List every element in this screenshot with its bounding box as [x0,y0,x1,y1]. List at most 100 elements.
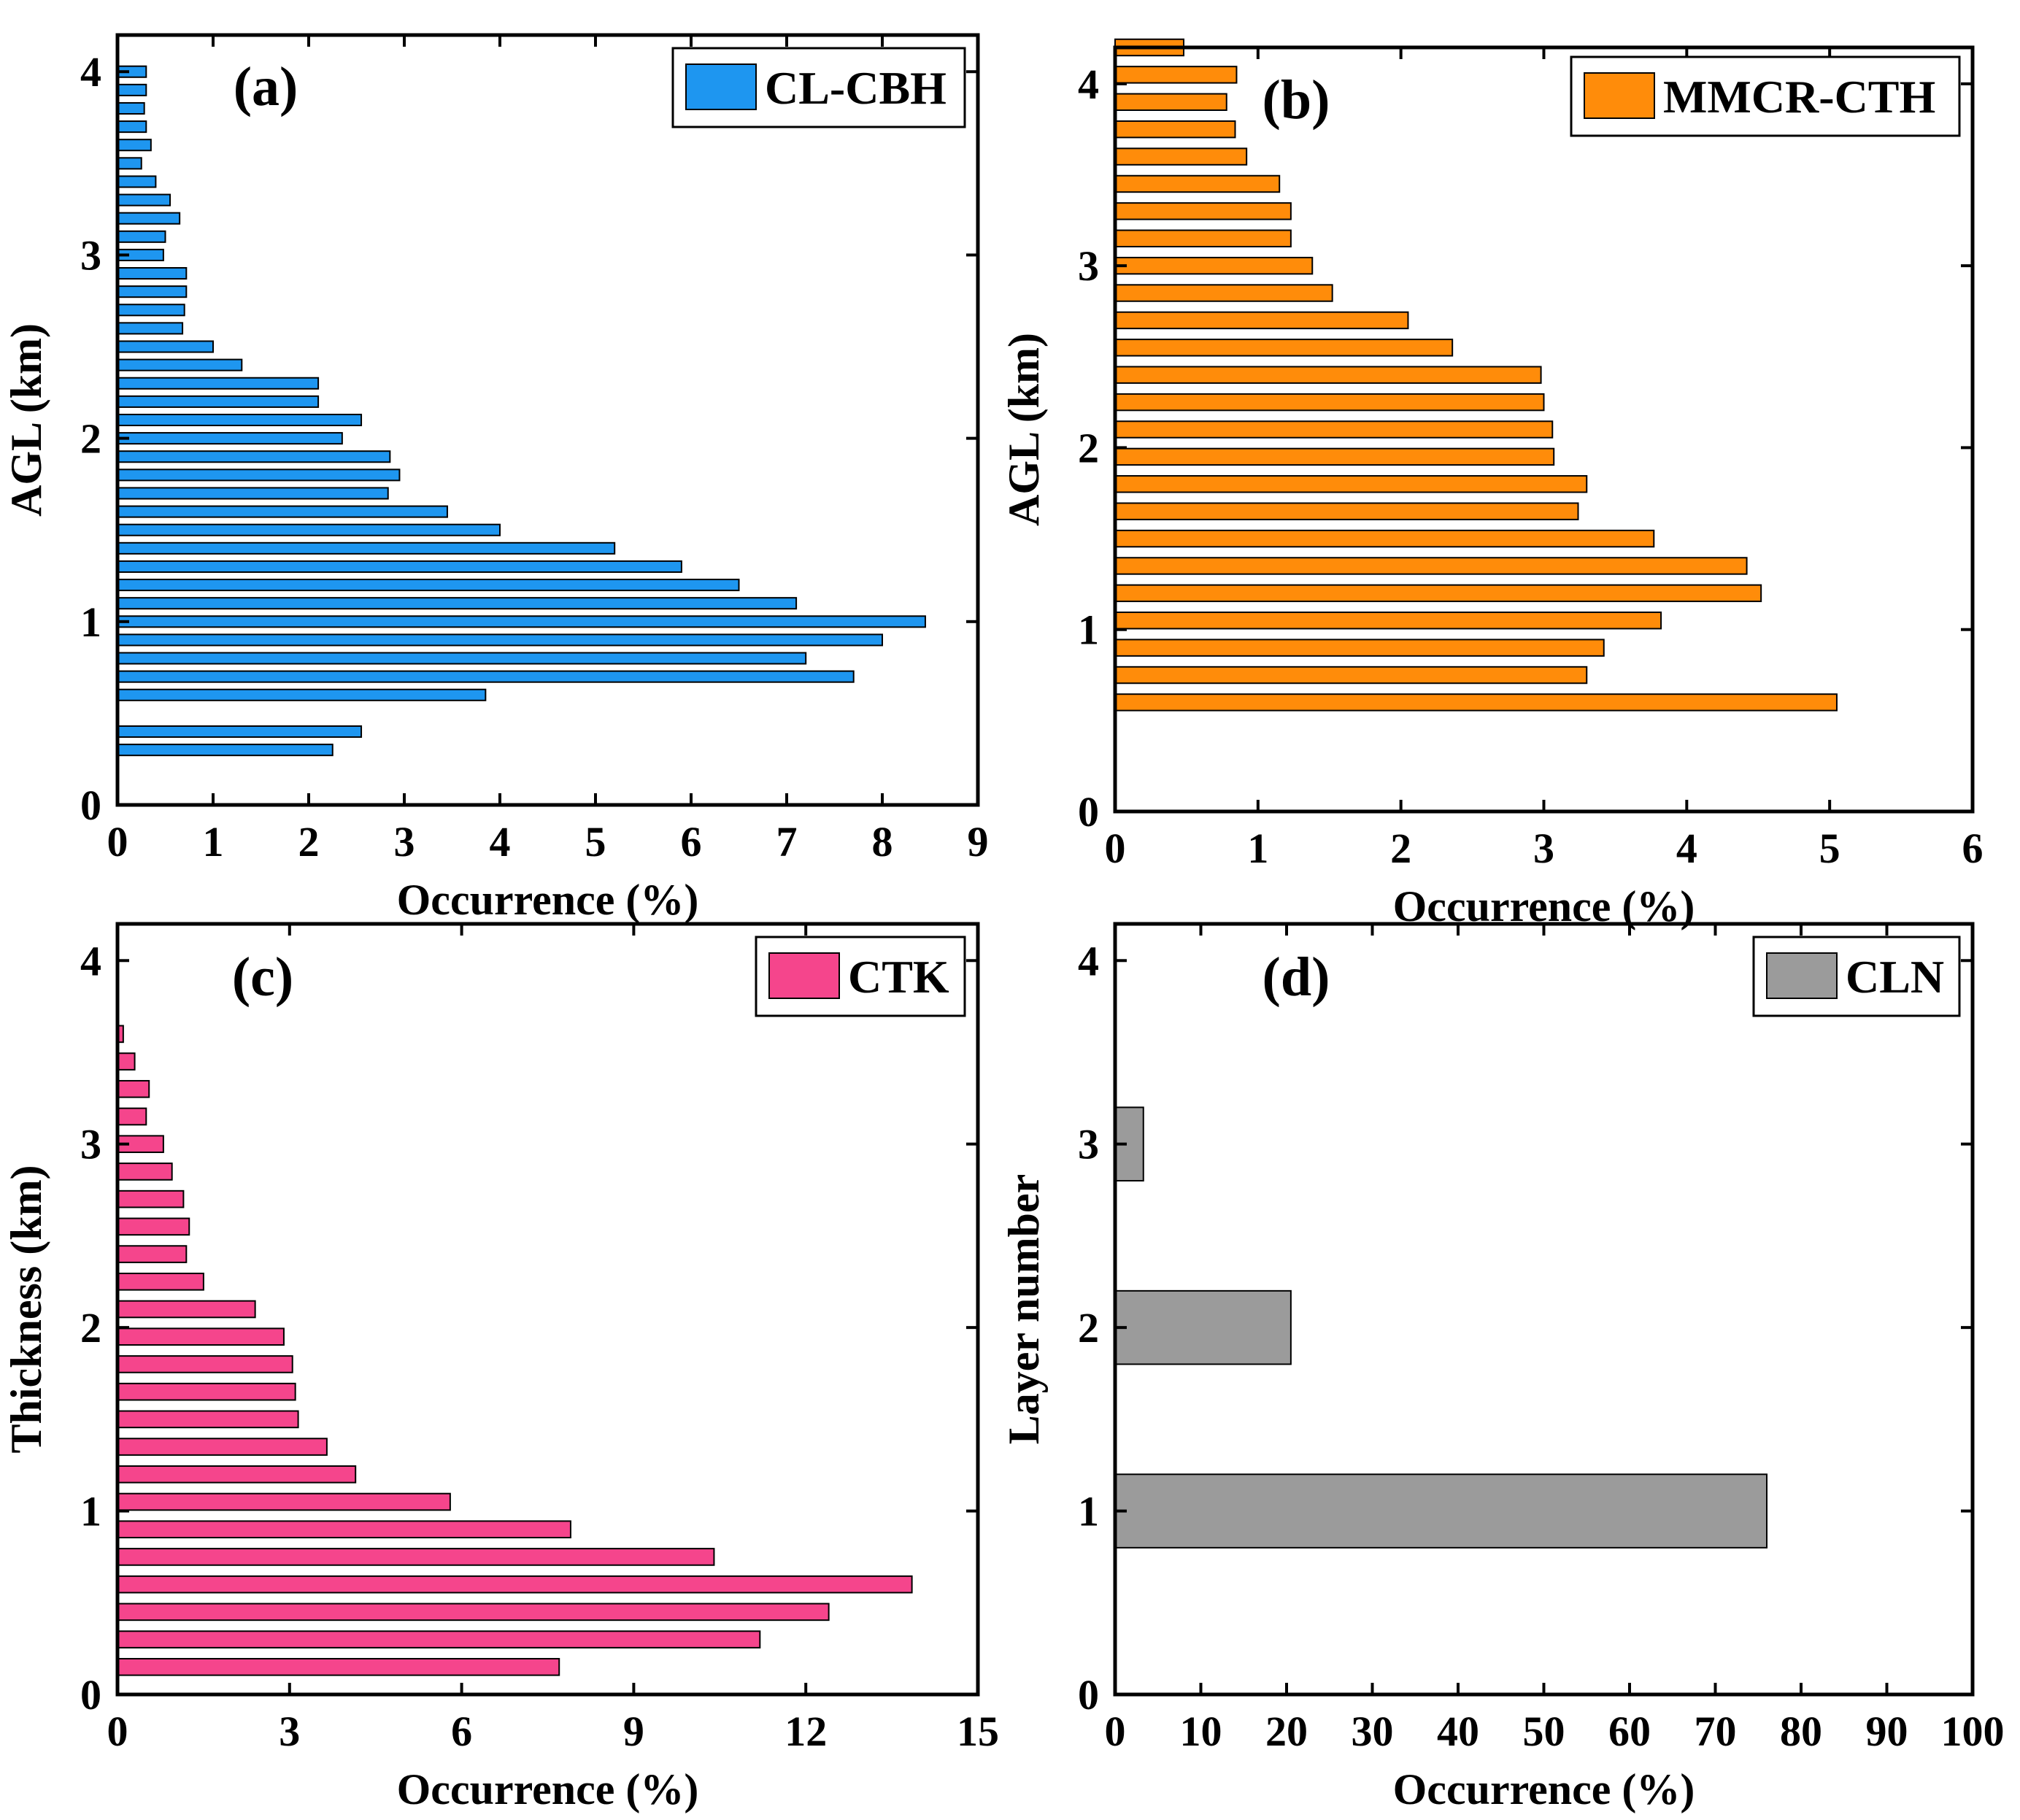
bar-ctk-20 [117,1107,147,1126]
bar-ctk-3 [117,1575,913,1594]
bar-mmcr-cth-7 [1114,502,1579,520]
x-tick-label: 8 [872,818,893,865]
y-tick-label: 2 [80,1304,101,1351]
x-tick-label: 6 [681,818,702,865]
x-tick-label: 0 [1105,1708,1126,1755]
x-axis-title: Occurrence (%) [397,876,699,924]
bar-cl-cbh-33 [117,120,147,134]
y-axis-title: AGL (km) [1000,333,1048,526]
bar-ctk-18 [117,1162,173,1181]
x-tick-label: 1 [1247,825,1268,872]
bar-ctk-2 [117,1603,830,1622]
bar-mmcr-cth-3 [1114,612,1662,630]
y-axis-title: Thickness (km) [2,1165,50,1453]
x-tick-label: 80 [1780,1708,1822,1755]
panel-d: 0 10 20 30 40 50 60 70 80 90 100 0 1 2 3 4 Occurrence (%… [1000,922,2005,1813]
x-tick-label: 100 [1941,1708,2005,1755]
bar-cl-cbh-29 [117,193,171,207]
x-tick-label: 15 [957,1708,999,1755]
bar-cl-cbh-12 [117,505,448,518]
legend-swatch [1766,952,1838,999]
bar-ctk-15 [117,1245,188,1263]
x-tick-label: 2 [1390,825,1411,872]
bar-ctk-9 [117,1410,299,1429]
bar-ctk-4 [117,1548,715,1566]
bar-mmcr-cth-9 [1114,447,1555,466]
bar-mmcr-cth-22 [1114,93,1227,112]
x-tick-label: 90 [1866,1708,1908,1755]
legend-swatch [768,952,840,999]
y-tick-label: 2 [1078,1304,1099,1351]
x-tick-label: 5 [1819,825,1840,872]
bar-cl-cbh-8 [117,579,740,592]
x-tick-label: 1 [203,818,224,865]
bar-cl-cbh-24 [117,285,188,298]
bar-ctk-13 [117,1300,256,1319]
plot-frame [115,922,980,1697]
x-tick-label: 7 [776,818,798,865]
x-tick-label: 10 [1180,1708,1222,1755]
y-tick-label: 3 [80,1121,101,1168]
bar-mmcr-cth-4 [1114,584,1762,603]
bar-cl-cbh-35 [117,83,147,96]
x-tick-label: 50 [1523,1708,1565,1755]
bar-cl-cbh-20 [117,358,243,371]
bar-mmcr-cth-6 [1114,529,1655,548]
bar-cl-cbh-23 [117,304,185,317]
bar-mmcr-cth-1 [1114,666,1588,685]
bar-mmcr-cth-19 [1114,174,1281,193]
x-tick-label: 3 [1533,825,1554,872]
bar-cl-cbh-17 [117,413,363,427]
bar-ctk-6 [117,1492,451,1511]
bar-ctk-11 [117,1355,293,1373]
x-axis-title: Occurrence (%) [397,1765,699,1813]
x-tick-label: 0 [107,1708,128,1755]
bar-cl-cbh-3 [117,670,855,683]
bar-mmcr-cth-0 [1114,693,1838,712]
bar-mmcr-cth-2 [1114,639,1605,657]
bar-ctk-5 [117,1520,571,1539]
bar-cl-cbh-2 [117,688,487,701]
bar-cl-cbh-18 [117,395,320,408]
bar-cl-cbh-30 [117,175,157,188]
bar-mmcr-cth-17 [1114,229,1292,247]
bar-cl-cbh-10 [117,541,616,555]
legend-label: CL-CBH [765,62,947,114]
bar-mmcr-cth-13 [1114,339,1454,357]
bar-cl-cbh-4 [117,652,807,665]
bar-cl-cbh-15 [117,450,391,463]
x-tick-label: 0 [107,818,128,865]
bar-cl-cbh-28 [117,212,181,225]
bar-ctk-7 [117,1465,357,1484]
bar-ctk-0 [117,1657,560,1676]
bar-cl-cbh-13 [117,487,389,500]
bar-ctk-12 [117,1327,285,1346]
bar-ctk-16 [117,1217,190,1236]
x-tick-label: 6 [1962,825,1984,872]
bar-cl-cbh-31 [117,157,142,170]
y-tick-label: 1 [1078,606,1099,654]
bar-mmcr-cth-16 [1114,256,1314,275]
y-tick-label: 2 [80,415,101,463]
bar-mmcr-cth-14 [1114,311,1409,330]
legend-label: MMCR-CTH [1663,71,1935,123]
panel-label: (a) [234,56,298,117]
y-tick-label: 1 [80,1488,101,1535]
bar-cl-cbh-32 [117,139,152,152]
legend-label: CTK [848,951,949,1003]
bar-mmcr-cth-15 [1114,284,1333,302]
y-tick-label: 1 [1078,1488,1099,1535]
bar-mmcr-cth-23 [1114,66,1238,84]
bar-mmcr-cth-20 [1114,147,1248,166]
x-tick-label: 30 [1352,1708,1394,1755]
bar-ctk-14 [117,1272,204,1291]
bar-cl-cbh-16 [117,432,343,445]
bar-cl-cbh-14 [117,469,401,482]
bar-ctk-8 [117,1438,328,1456]
legend-swatch [685,63,757,110]
legend-swatch [1584,72,1655,119]
panel-label: (b) [1262,69,1330,131]
bar-ctk-10 [117,1382,296,1401]
x-tick-label: 5 [585,818,606,865]
